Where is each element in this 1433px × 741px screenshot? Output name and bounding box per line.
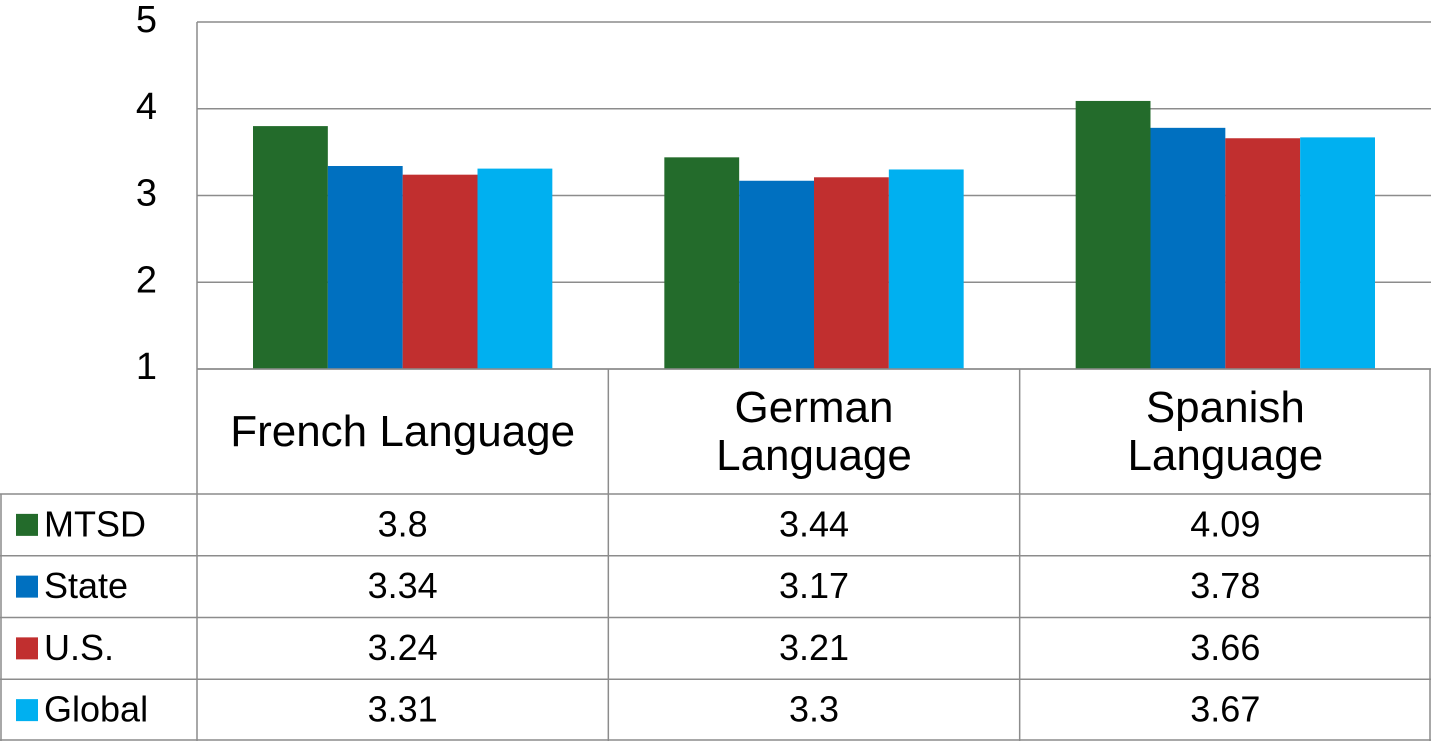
table-value: 3.24: [368, 627, 438, 668]
legend-key: [16, 637, 38, 660]
bar: [1225, 138, 1301, 369]
table-value: 3.31: [368, 689, 438, 730]
bar: [402, 174, 478, 369]
legend-label: State: [44, 565, 128, 606]
legend-label: U.S.: [44, 627, 114, 668]
legend-key: [16, 513, 38, 536]
table-value: 3.66: [1190, 627, 1260, 668]
bar: [814, 177, 889, 369]
category-label: French Language: [230, 406, 576, 456]
y-tick-label: 4: [136, 86, 157, 128]
bar: [327, 166, 403, 369]
y-tick-label: 3: [136, 173, 157, 215]
table-value: 3.67: [1190, 689, 1260, 730]
bar: [888, 169, 964, 369]
legend-label: MTSD: [44, 503, 146, 544]
bar: [1300, 137, 1375, 369]
bar: [664, 157, 740, 369]
table-value: 3.17: [779, 565, 849, 606]
table-value: 3.78: [1190, 565, 1260, 606]
legend-label: Global: [44, 689, 148, 730]
bar: [253, 126, 328, 369]
bar: [477, 168, 553, 369]
bar: [1150, 127, 1226, 370]
table-value: 3.21: [779, 627, 849, 668]
bar: [1075, 100, 1151, 369]
table-value: 3.34: [368, 565, 438, 606]
y-tick-label: 2: [136, 259, 157, 301]
y-tick-label: 5: [136, 0, 157, 41]
table-value: 4.09: [1190, 503, 1260, 544]
table-value: 3.3: [789, 689, 839, 730]
category-label: Spanish Language: [1127, 382, 1324, 480]
category-label: German Language: [716, 382, 912, 480]
y-tick-label: 1: [136, 346, 157, 388]
bar: [739, 180, 814, 369]
legend-key: [16, 575, 38, 598]
table-value: 3.44: [779, 503, 849, 544]
legend-key: [16, 699, 38, 722]
table-value: 3.8: [378, 503, 428, 544]
